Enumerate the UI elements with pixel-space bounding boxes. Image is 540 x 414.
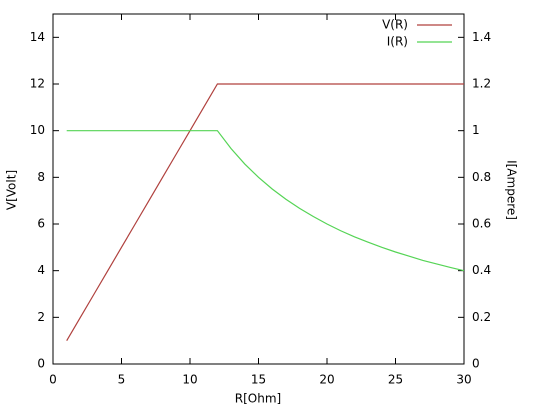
legend-label: I(R) bbox=[387, 35, 408, 49]
y2-tick-label: 0 bbox=[472, 357, 480, 371]
legend-label: V(R) bbox=[382, 18, 408, 32]
plot-frame bbox=[52, 13, 465, 365]
y2-axis-label: I[Ampere] bbox=[505, 160, 519, 220]
y-tick-label: 2 bbox=[37, 310, 45, 324]
y-tick-label: 8 bbox=[37, 170, 45, 184]
y-tick-label: 6 bbox=[37, 217, 45, 231]
y2-tick-label: 0.8 bbox=[472, 170, 491, 184]
series-line bbox=[66, 83, 464, 341]
y2-tick-label: 1.4 bbox=[472, 30, 491, 44]
x-axis-label: R[Ohm] bbox=[235, 392, 281, 406]
y-tick-label: 10 bbox=[30, 123, 45, 137]
y2-tick-label: 1.2 bbox=[472, 77, 491, 91]
x-tick-label: 15 bbox=[251, 373, 266, 387]
y2-tick-label: 0.6 bbox=[472, 217, 491, 231]
x-tick-label: 10 bbox=[182, 373, 197, 387]
y-axis-label: V[Volt] bbox=[5, 170, 19, 210]
y-tick-label: 12 bbox=[30, 77, 45, 91]
y-tick-label: 4 bbox=[37, 263, 45, 277]
y2-tick-label: 0.2 bbox=[472, 310, 491, 324]
y-tick-label: 0 bbox=[37, 357, 45, 371]
x-tick-label: 20 bbox=[319, 373, 334, 387]
y2-tick-label: 1 bbox=[472, 123, 480, 137]
x-tick-label: 25 bbox=[388, 373, 403, 387]
series-line bbox=[66, 130, 465, 272]
x-tick-label: 30 bbox=[456, 373, 471, 387]
y-tick-label: 14 bbox=[30, 30, 45, 44]
x-tick-label: 0 bbox=[49, 373, 57, 387]
x-tick-label: 5 bbox=[118, 373, 126, 387]
y2-tick-label: 0.4 bbox=[472, 263, 491, 277]
